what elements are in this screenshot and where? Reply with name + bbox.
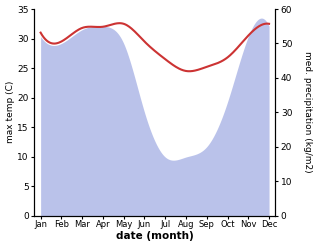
Y-axis label: med. precipitation (kg/m2): med. precipitation (kg/m2) [303,51,313,173]
X-axis label: date (month): date (month) [116,231,194,242]
Y-axis label: max temp (C): max temp (C) [5,81,15,144]
